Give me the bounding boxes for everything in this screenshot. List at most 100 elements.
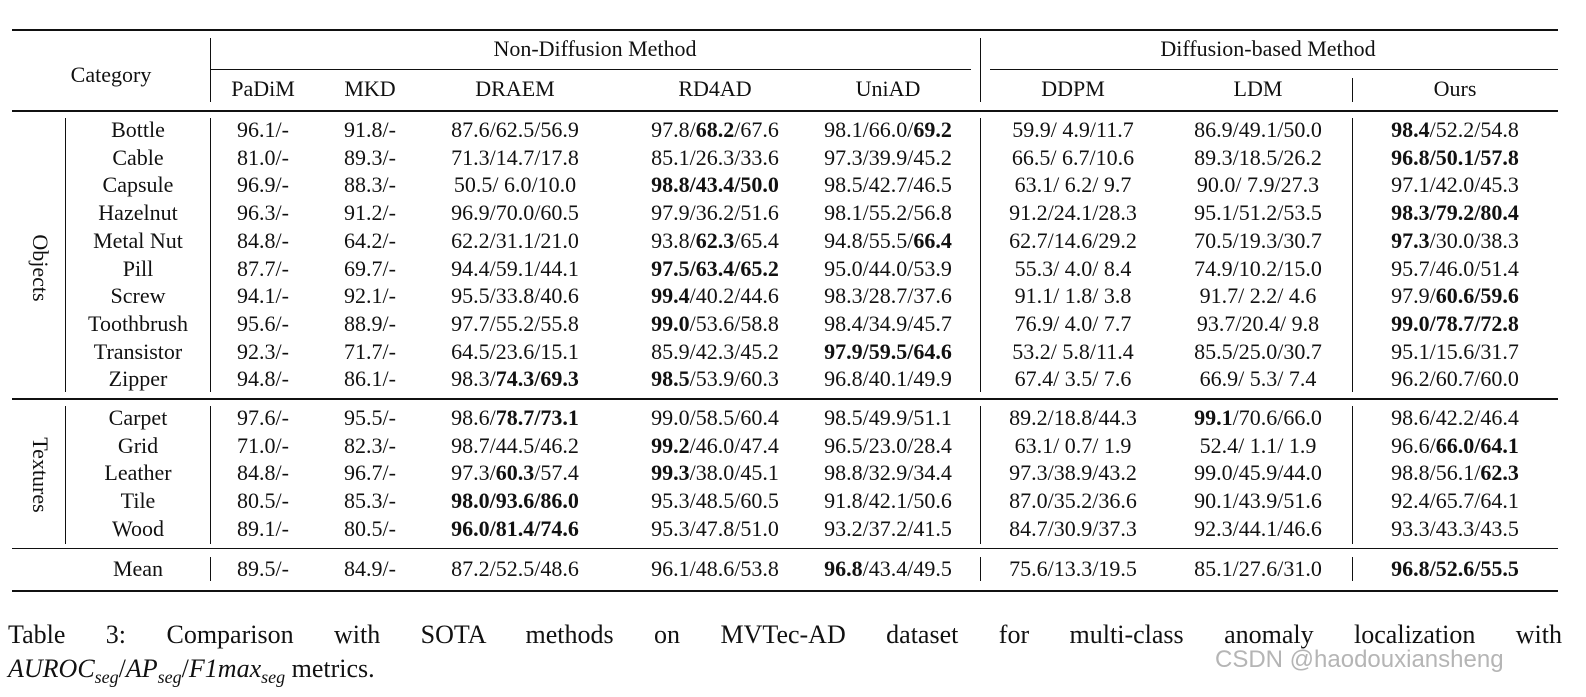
value-cell: 90.1/43.9/51.6 <box>1194 490 1322 512</box>
value-cell: 98.5/53.9/60.3 <box>651 368 779 390</box>
value-cell: 85.5/25.0/30.7 <box>1194 340 1322 363</box>
value-text: 96.8/40.1/49.9 <box>824 366 952 392</box>
value-text: 95.6/- <box>237 310 289 336</box>
value-bold: 99.2 <box>651 432 690 458</box>
value-text: 84.8/- <box>237 460 289 486</box>
rule <box>210 38 211 102</box>
value-text: 80.5/- <box>344 515 396 541</box>
value-text: /38.0/45.1 <box>689 460 779 486</box>
value-text: 67.4/ 3.5/ 7.6 <box>1014 366 1132 392</box>
value-cell: 64.5/23.6/15.1 <box>451 340 579 363</box>
value-cell: 92.3/- <box>237 340 289 363</box>
category-cell: Leather <box>104 460 172 486</box>
value-text: 94.8/55.5/ <box>824 227 914 253</box>
value-text: 98.1/55.2/56.8 <box>824 200 952 226</box>
value-text: 97.6/- <box>237 405 289 430</box>
category-cell: Capsule <box>102 172 174 198</box>
value-bold: 69.2 <box>913 117 952 142</box>
value-text: 98.8/56.1/ <box>1391 460 1481 486</box>
method-header: DDPM <box>1041 76 1105 101</box>
value-cell: 97.9/36.2/51.6 <box>651 202 779 224</box>
method-header: LDM <box>1233 76 1283 101</box>
value-cell: 80.5/- <box>237 490 289 512</box>
value-text: /43.4/49.5 <box>862 556 952 581</box>
category-cell: Mean <box>112 556 164 581</box>
category-cell: Zipper <box>108 366 168 392</box>
value-cell: 66.5/ 6.7/10.6 <box>1012 146 1134 169</box>
value-text: 86.9/49.1/50.0 <box>1194 117 1322 142</box>
value-bold: 99.0/78.7/72.8 <box>1391 310 1519 336</box>
rule <box>980 38 981 102</box>
rule <box>980 406 981 544</box>
value-bold: 96.0/81.4/74.6 <box>451 515 579 541</box>
value-text: 85.1/26.3/33.6 <box>651 144 779 170</box>
value-text: 96.3/- <box>237 200 289 226</box>
value-cell: 84.7/30.9/37.3 <box>1009 515 1137 541</box>
value-cell: 97.3/60.3/57.4 <box>451 462 579 484</box>
value-cell: 89.2/18.8/44.3 <box>1009 407 1137 429</box>
watermark: CSDN @haodouxiansheng <box>1215 646 1504 673</box>
value-text: 52.4/ 1.1/ 1.9 <box>1199 432 1317 458</box>
value-text: 93.7/20.4/ 9.8 <box>1196 310 1320 336</box>
rule <box>980 557 981 581</box>
value-cell: 97.5/63.4/65.2 <box>651 257 779 280</box>
value-text: 96.1/48.6/53.8 <box>651 556 779 581</box>
value-text: 96.2/60.7/60.0 <box>1391 366 1519 392</box>
value-cell: 96.1/48.6/53.8 <box>651 558 779 580</box>
value-bold: 74.3/69.3 <box>495 366 579 392</box>
value-text: 97.9/ <box>1391 283 1436 309</box>
value-cell: 59.9/ 4.9/11.7 <box>1012 119 1133 141</box>
section-label: Objects <box>28 234 53 302</box>
value-cell: 62.2/31.1/21.0 <box>451 227 579 253</box>
value-bold: 60.6/59.6 <box>1435 283 1519 309</box>
value-text: 98.1/66.0/ <box>824 117 914 142</box>
category-cell: Grid <box>117 432 159 458</box>
value-cell: 76.9/ 4.0/ 7.7 <box>1015 312 1132 335</box>
value-text: 85.1/27.6/31.0 <box>1194 556 1322 581</box>
method-header: DRAEM <box>475 76 555 101</box>
value-text: /30.0/38.3 <box>1429 227 1519 253</box>
value-cell: 96.0/81.4/74.6 <box>451 515 579 541</box>
value-text: 99.0/45.9/44.0 <box>1194 460 1322 486</box>
value-cell: 99.2/46.0/47.4 <box>651 432 779 458</box>
value-text: 98.3/ <box>451 366 496 392</box>
value-cell: 95.3/47.8/51.0 <box>651 517 779 540</box>
value-cell: 98.5/49.9/51.1 <box>824 407 952 429</box>
value-cell: 95.6/- <box>237 310 289 336</box>
value-text: 91.2/24.1/28.3 <box>1009 200 1137 226</box>
rule <box>12 110 1558 112</box>
value-bold: 97.3 <box>1391 227 1430 253</box>
value-text: 97.9/36.2/51.6 <box>651 200 779 226</box>
method-header: RD4AD <box>678 76 752 101</box>
value-cell: 98.8/56.1/62.3 <box>1391 462 1519 484</box>
value-cell: 97.9/59.5/64.6 <box>824 340 952 363</box>
rule <box>65 118 66 392</box>
value-cell: 95.1/51.2/53.5 <box>1194 202 1322 224</box>
value-cell: 92.1/- <box>344 285 396 307</box>
value-text: 97.8/ <box>651 117 696 142</box>
value-text: 90.0/ 7.9/27.3 <box>1196 172 1320 198</box>
value-text: 98.5/49.9/51.1 <box>824 405 952 430</box>
formula-separator: / <box>118 654 126 683</box>
value-cell: 95.7/46.0/51.4 <box>1391 257 1519 280</box>
value-cell: 97.7/55.2/55.8 <box>451 312 579 335</box>
value-cell: 93.3/43.3/43.5 <box>1391 517 1519 540</box>
value-text: 92.4/65.7/64.1 <box>1391 488 1519 514</box>
value-cell: 85.3/- <box>344 490 396 512</box>
value-text: 62.2/31.1/21.0 <box>451 227 579 253</box>
value-text: 87.7/- <box>237 255 289 281</box>
value-cell: 94.8/- <box>237 368 289 390</box>
caption-line: Table 3: Comparison with SOTA methods on… <box>8 620 1562 649</box>
value-cell: 55.3/ 4.0/ 8.4 <box>1014 255 1132 281</box>
value-text: 98.6/ <box>451 405 496 430</box>
value-text: 55.3/ 4.0/ 8.4 <box>1014 255 1132 281</box>
value-text: 84.7/30.9/37.3 <box>1009 515 1137 541</box>
value-text: 53.2/ 5.8/11.4 <box>1012 338 1134 364</box>
value-text: /40.2/44.6 <box>689 283 779 309</box>
rule <box>1352 78 1353 102</box>
value-cell: 85.1/27.6/31.0 <box>1194 558 1322 580</box>
value-text: 96.5/23.0/28.4 <box>824 432 952 458</box>
header-cell: Category <box>70 62 152 87</box>
value-bold: 96.8 <box>824 556 863 581</box>
